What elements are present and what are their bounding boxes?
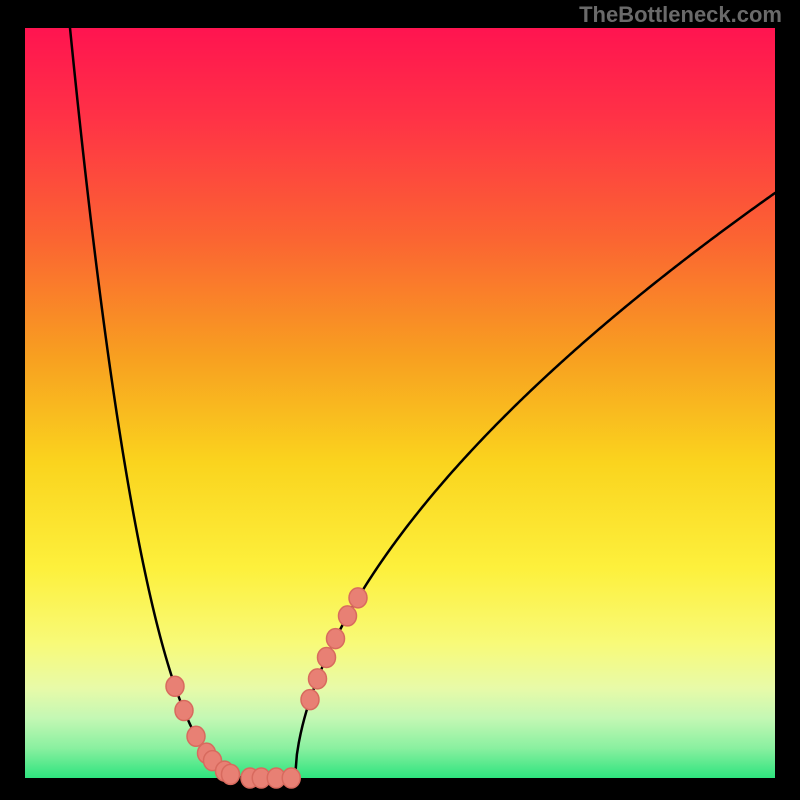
- curve-marker: [222, 764, 240, 784]
- curve-marker: [301, 690, 319, 710]
- plot-background: [25, 28, 775, 778]
- curve-marker: [175, 701, 193, 721]
- bottleneck-chart-svg: TheBottleneck.com: [0, 0, 800, 800]
- curve-marker: [309, 669, 327, 689]
- curve-marker: [327, 629, 345, 649]
- curve-marker: [187, 726, 205, 746]
- curve-marker: [349, 588, 367, 608]
- curve-marker: [282, 768, 300, 788]
- curve-marker: [318, 647, 336, 667]
- curve-marker: [166, 676, 184, 696]
- curve-marker: [339, 606, 357, 626]
- chart-root: TheBottleneck.com: [0, 0, 800, 800]
- watermark-text: TheBottleneck.com: [579, 2, 782, 27]
